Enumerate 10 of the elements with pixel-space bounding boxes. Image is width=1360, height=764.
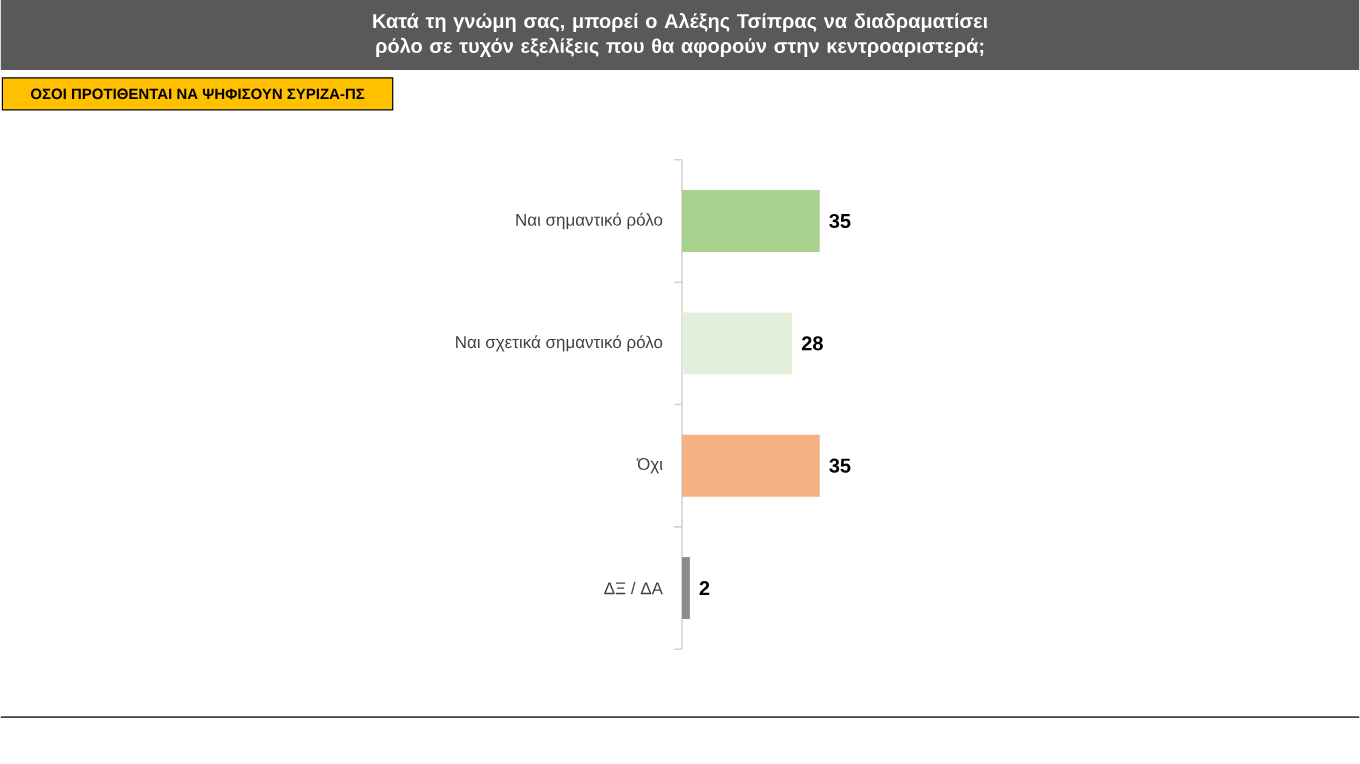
data-label: 2 [699, 581, 710, 595]
data-label: 35 [829, 458, 851, 473]
text: ΟΣΟΙ ΠΡΟΤΙΘΕΝΤΑΙ ΝΑ ΨΗΦΙΣΟΥΝ ΣΥΡΙΖΑ-ΠΣ [30, 88, 365, 100]
data-label: 35 [829, 213, 851, 229]
y-tick-label: Ναι σχετικά σημαντικό ρόλο [456, 335, 663, 352]
y-tick-label: Ναι σημαντικό ρόλο [516, 212, 663, 230]
y-tick-label: ΔΞ / ΔΑ [604, 581, 663, 595]
chart-title: Κατά τη γνώμη σας, μπορεί ο Αλέξης Τσίπρας να διαδραματίσει ρόλο σε τυχόν εξελίξεις που θα αφορούν στην κεντροαριστερά; [373, 12, 988, 57]
data-label: 28 [801, 336, 823, 351]
y-tick-label: Όχι [636, 457, 663, 474]
